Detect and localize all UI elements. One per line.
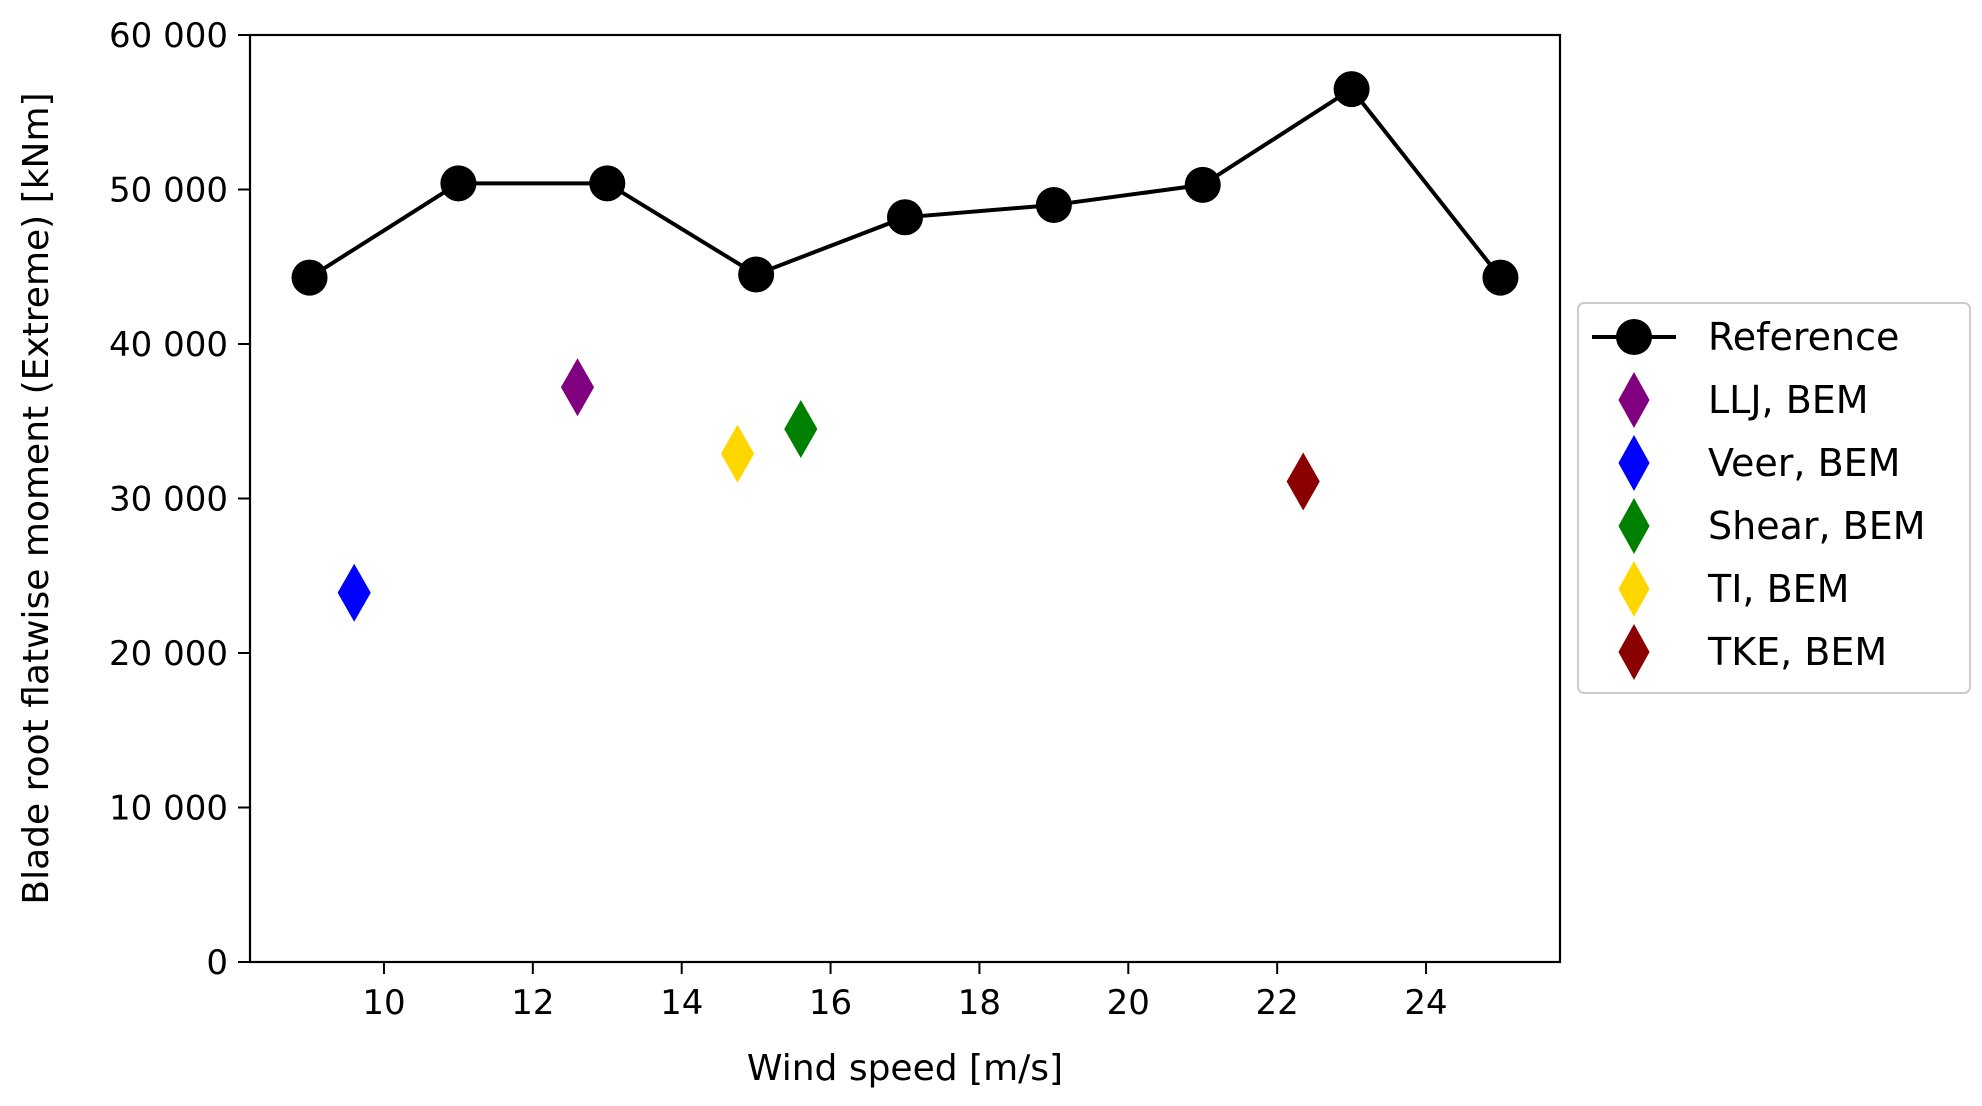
y-tick-label: 20 000 (109, 634, 228, 674)
y-tick-label: 10 000 (109, 789, 228, 829)
y-tick-label: 0 (206, 943, 228, 983)
x-tick-label: 14 (660, 983, 703, 1023)
series-5 (1286, 452, 1320, 511)
data-point (738, 256, 775, 293)
legend-marker (1618, 560, 1650, 618)
legend-label: Shear, BEM (1708, 504, 1926, 548)
legend-label: Veer, BEM (1708, 441, 1900, 485)
legend-box (1577, 302, 1971, 694)
x-tick-label: 22 (1256, 983, 1299, 1023)
legend-marker (1618, 623, 1650, 681)
x-tick-label: 16 (809, 983, 852, 1023)
data-point (1482, 259, 1519, 296)
data-point (337, 563, 371, 622)
x-axis-label: Wind speed [m/s] (747, 1048, 1063, 1089)
data-point (560, 358, 595, 417)
legend-entry: LLJ, BEM (1618, 371, 1869, 429)
data-point (1286, 452, 1320, 511)
data-point (291, 259, 328, 296)
legend-entry: TKE, BEM (1618, 623, 1887, 681)
data-point (1035, 186, 1072, 223)
y-axis-label: Blade root flatwise moment (Extreme) [kN… (16, 92, 57, 904)
legend-marker (1616, 319, 1652, 355)
data-point (720, 424, 755, 483)
series-layer (291, 71, 1519, 622)
y-tick-label: 60 000 (109, 16, 228, 56)
series-3 (784, 399, 818, 458)
legend-entry: Shear, BEM (1618, 497, 1926, 555)
x-tick-label: 24 (1404, 983, 1447, 1023)
legend-marker (1618, 371, 1650, 429)
legend-entry: Veer, BEM (1618, 434, 1900, 492)
data-point (589, 165, 626, 202)
series-4 (720, 424, 755, 483)
legend-marker (1618, 497, 1650, 555)
data-point (1184, 166, 1221, 203)
x-tick-label: 12 (511, 983, 554, 1023)
data-point (887, 199, 923, 236)
legend-label: TKE, BEM (1707, 630, 1887, 674)
y-tick-label: 50 000 (109, 171, 228, 211)
legend: Reference LLJ, BEM Veer, BEM Shear, BEM TI, … (1577, 302, 1971, 694)
series-0 (291, 71, 1519, 296)
legend-label: Reference (1708, 315, 1899, 359)
x-tick-label: 18 (958, 983, 1001, 1023)
axes-layer: 10 12 14 16 18 20 22 24 0 10 000 20 000 30 000 40 00… (109, 16, 1562, 1023)
legend-marker (1618, 434, 1650, 492)
y-tick-label: 40 000 (109, 325, 228, 365)
series-2 (337, 563, 371, 622)
y-tick-label: 30 000 (109, 480, 228, 520)
data-point (1333, 71, 1370, 108)
data-point (784, 399, 818, 458)
x-tick-label: 20 (1107, 983, 1150, 1023)
legend-label: LLJ, BEM (1708, 378, 1869, 422)
legend-entry: TI, BEM (1618, 560, 1849, 618)
series-1 (560, 358, 595, 417)
data-point (440, 165, 477, 202)
legend-entry: Reference (1592, 315, 1899, 359)
legend-label: TI, BEM (1707, 567, 1849, 611)
x-tick-label: 10 (362, 983, 405, 1023)
